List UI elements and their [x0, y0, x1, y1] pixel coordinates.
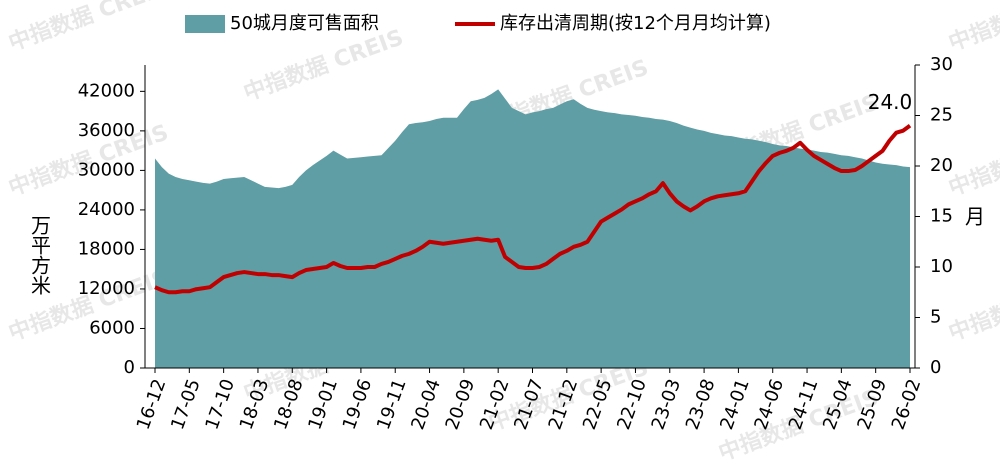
area: [155, 89, 910, 369]
x-tick-label: 19-06: [339, 376, 377, 432]
y-axis-title: 万平方米: [28, 215, 52, 295]
legend-label: 库存出清周期(按12个月月均计算): [500, 13, 771, 34]
watermark: 中指数据 CREIS: [5, 0, 172, 56]
y2-tick-label: 10: [930, 256, 953, 277]
legend-swatch: [185, 15, 225, 33]
y-tick-label: 18000: [78, 238, 135, 259]
y2-tick-label: 0: [930, 357, 941, 378]
y-tick-label: 30000: [78, 159, 135, 180]
y2-axis-title: 月: [965, 205, 985, 229]
y2-tick-label: 5: [930, 307, 941, 328]
watermark: 中指数据 CREIS: [945, 264, 1000, 346]
x-tick-label: 20-09: [442, 376, 480, 432]
x-tick-label: 26-02: [888, 376, 926, 432]
y-tick-label: 12000: [78, 278, 135, 299]
watermark: 中指数据 CREIS: [945, 119, 1000, 201]
x-tick-label: 20-04: [407, 376, 445, 432]
line: [154, 123, 912, 295]
x-tick-label: 24-01: [716, 376, 754, 432]
y2-tick-label: 15: [930, 206, 953, 227]
x-tick-label: 19-11: [373, 376, 411, 432]
y-tick-label: 6000: [89, 317, 135, 338]
y-tick-label: 36000: [78, 120, 135, 141]
watermark: 中指数据 CREIS: [945, 0, 1000, 56]
y-tick-label: 0: [124, 357, 135, 378]
legend-label: 50城月度可售面积: [230, 13, 379, 34]
y-tick-label: 24000: [78, 199, 135, 220]
x-tick-label: 17-10: [201, 376, 239, 432]
watermark: 中指数据 CREIS: [240, 24, 407, 106]
y2-tick-label: 25: [930, 105, 953, 126]
y-tick-label: 42000: [78, 80, 135, 101]
data-label: 24.0: [868, 90, 913, 114]
x-tick-label: 23-08: [682, 376, 720, 432]
x-tick-label: 17-05: [167, 376, 205, 432]
x-tick-label: 19-01: [304, 376, 342, 432]
y2-tick-label: 20: [930, 155, 953, 176]
x-tick-label: 23-03: [648, 376, 686, 432]
x-tick-label: 16-12: [133, 376, 171, 432]
y2-tick-label: 30: [930, 54, 953, 75]
